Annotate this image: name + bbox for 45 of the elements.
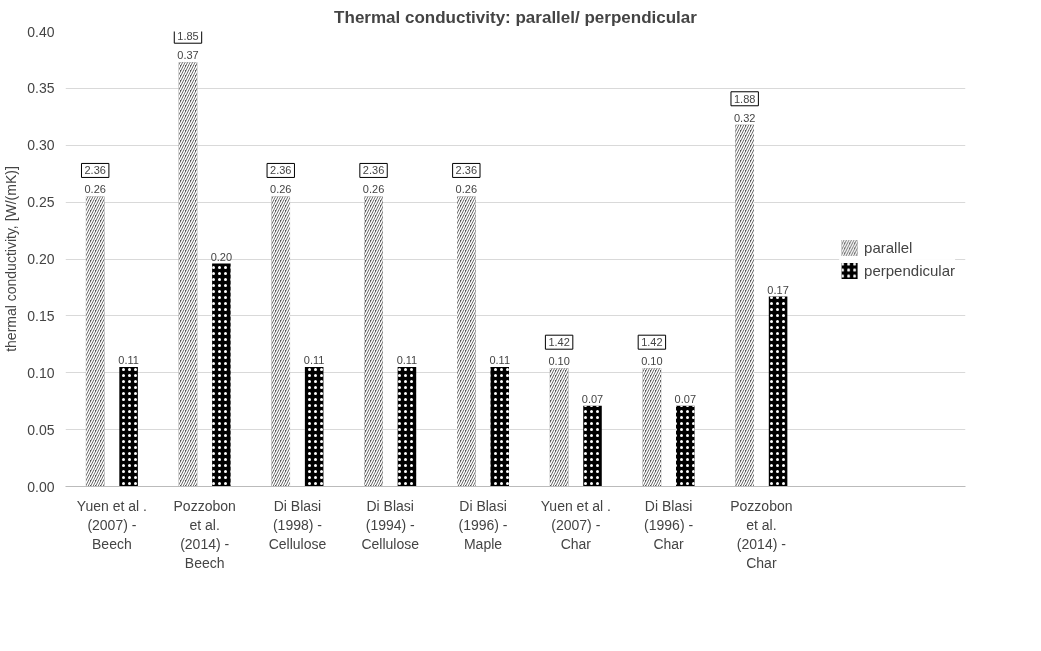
data-label: 0.11 xyxy=(489,354,511,367)
annotation: 2.36 xyxy=(84,164,106,177)
data-label: 0.11 xyxy=(118,354,139,367)
x-tick-label: Di Blasi (1996) - Maple xyxy=(458,497,508,552)
annotation: 1.42 xyxy=(548,336,570,349)
annotation: 2.36 xyxy=(270,164,292,177)
annotation: 2.36 xyxy=(362,164,385,177)
data-label: 0.11 xyxy=(303,354,325,367)
data-label: 0.11 xyxy=(396,354,418,367)
data-label: 0.37 xyxy=(177,49,199,62)
x-tick-label: Pozzobon et al. (2014) - Beech xyxy=(173,497,236,572)
y-tick-label: 0.40 xyxy=(27,23,55,40)
data-label: 0.26 xyxy=(455,183,478,196)
legend-label: perpendicular xyxy=(864,261,955,279)
y-tick-label: 0.05 xyxy=(27,421,55,438)
data-label: 0.26 xyxy=(362,183,385,196)
annotation: 2.36 xyxy=(455,164,478,177)
y-tick-label: 0.35 xyxy=(27,80,55,97)
y-axis-title: thermal conductivity, [W/(mK)] xyxy=(3,166,20,352)
annotation: 1.88 xyxy=(733,92,756,105)
y-tick-label: 0.15 xyxy=(27,307,55,324)
legend-label: parallel xyxy=(864,238,913,256)
y-tick-label: 0.25 xyxy=(27,194,55,211)
chart-title: Thermal conductivity: parallel/ perpendicular xyxy=(334,7,698,27)
x-tick-label: Pozzobon et al. (2014) - Char xyxy=(730,497,793,572)
x-tick-label: Yuen et al . (2007) - Char xyxy=(540,497,611,552)
y-tick-label: 0.30 xyxy=(27,137,55,154)
y-tick-label: 0.10 xyxy=(27,364,55,381)
y-tick-label: 0.00 xyxy=(27,478,55,495)
data-label: 0.20 xyxy=(210,250,233,263)
annotation: 1.85 xyxy=(177,30,199,43)
data-label: 0.10 xyxy=(641,355,663,368)
x-tick-label: Di Blasi (1994) - Cellulose xyxy=(361,497,420,552)
y-tick-label: 0.20 xyxy=(27,251,55,267)
data-label: 0.07 xyxy=(674,392,697,405)
x-tick-label: Di Blasi (1996) - Char xyxy=(644,497,694,552)
data-label: 0.32 xyxy=(733,111,756,124)
x-tick-label: Yuen et al . (2007) - Beech xyxy=(76,497,147,552)
data-label: 0.07 xyxy=(581,392,604,405)
data-label: 0.17 xyxy=(767,283,789,296)
x-tick-label: Di Blasi (1998) - Cellulose xyxy=(268,497,327,552)
data-label: 0.26 xyxy=(84,183,106,196)
data-label: 0.10 xyxy=(548,355,570,368)
data-label: 0.26 xyxy=(270,183,292,196)
annotation: 1.42 xyxy=(641,336,663,349)
